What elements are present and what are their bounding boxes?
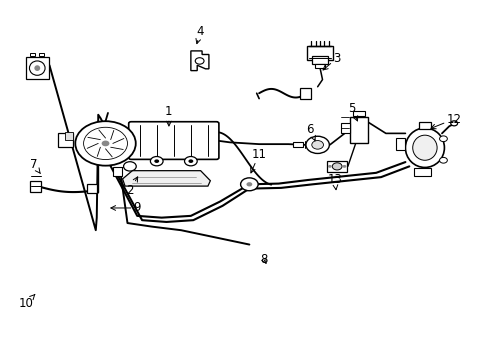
Ellipse shape [450, 121, 457, 126]
Ellipse shape [195, 58, 203, 64]
Ellipse shape [102, 140, 109, 146]
Bar [413, 168, 430, 176]
Ellipse shape [405, 128, 444, 167]
Bar [418, 122, 430, 129]
Ellipse shape [123, 162, 136, 171]
Text: 6: 6 [306, 123, 315, 141]
Text: 4: 4 [196, 25, 204, 44]
Text: 3: 3 [323, 51, 340, 70]
Ellipse shape [240, 178, 258, 191]
Ellipse shape [246, 182, 252, 186]
Bar [30, 53, 35, 56]
Ellipse shape [439, 157, 447, 163]
Ellipse shape [34, 65, 40, 71]
Bar [395, 138, 405, 150]
Text: 13: 13 [326, 173, 342, 190]
Bar [58, 133, 73, 147]
Ellipse shape [305, 136, 329, 153]
Bar [113, 167, 122, 176]
Ellipse shape [327, 165, 331, 168]
Ellipse shape [439, 136, 447, 141]
Ellipse shape [75, 121, 136, 166]
Polygon shape [122, 171, 210, 186]
Ellipse shape [83, 127, 127, 159]
Text: 7: 7 [30, 158, 41, 174]
Bar [311, 56, 327, 64]
Bar [293, 142, 303, 147]
Text: 8: 8 [260, 253, 267, 266]
Text: 11: 11 [250, 148, 266, 173]
Text: 5: 5 [347, 102, 357, 121]
Ellipse shape [150, 157, 163, 166]
Bar [307, 46, 332, 59]
Bar [39, 53, 43, 56]
Ellipse shape [188, 159, 193, 163]
Bar [30, 181, 41, 192]
Ellipse shape [154, 159, 159, 163]
Bar [352, 111, 365, 116]
Text: 9: 9 [111, 202, 141, 215]
Polygon shape [190, 51, 208, 71]
Bar [300, 88, 310, 99]
Ellipse shape [29, 61, 45, 75]
Bar [327, 161, 346, 172]
Ellipse shape [331, 163, 341, 170]
Text: 10: 10 [19, 294, 35, 310]
Text: 2: 2 [126, 177, 138, 197]
Bar [64, 132, 73, 140]
Ellipse shape [311, 140, 323, 149]
Text: 12: 12 [430, 113, 461, 129]
Bar [349, 117, 367, 143]
Ellipse shape [184, 157, 197, 166]
Bar [340, 123, 349, 134]
Ellipse shape [412, 135, 436, 160]
Text: 1: 1 [165, 105, 172, 126]
FancyBboxPatch shape [128, 122, 219, 159]
Bar [87, 184, 97, 193]
Ellipse shape [342, 165, 346, 168]
Bar [25, 57, 49, 79]
Bar [315, 64, 325, 68]
